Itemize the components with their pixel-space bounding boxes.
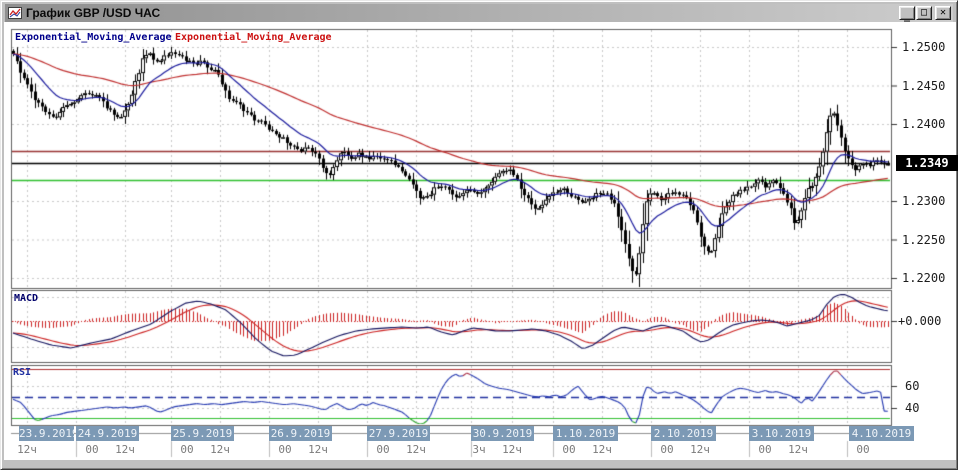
time-label: 00 [85, 443, 99, 456]
close-button[interactable]: ✕ [935, 6, 951, 20]
time-label: 12ч [115, 443, 135, 456]
rsi-legend: RSI [13, 367, 32, 378]
time-label: 12ч [788, 443, 808, 456]
time-label: 00 [562, 443, 576, 456]
time-label: 12ч [502, 443, 522, 456]
time-label: 3ч [472, 443, 486, 456]
time-label: 00 [660, 443, 674, 456]
minimize-button[interactable]: _ [899, 6, 915, 22]
time-label: 12ч [17, 443, 37, 456]
date-label: 27.9.2019 [367, 426, 430, 441]
date-label: 30.9.2019 [471, 426, 534, 441]
date-label: 25.9.2019 [171, 426, 234, 441]
time-label: 00 [376, 443, 390, 456]
time-label: 12ч [592, 443, 612, 456]
price-tick-label: 1.2500 [902, 40, 946, 54]
macd-legend: MACD [14, 293, 39, 304]
window-title: График GBP /USD ЧАС [26, 6, 161, 20]
date-label: 2.10.2019 [651, 426, 716, 441]
time-label: 00 [856, 443, 870, 456]
titlebar[interactable]: График GBP /USD ЧАС _ □ ✕ [5, 4, 953, 22]
time-label: 00 [180, 443, 194, 456]
price-tick-label: 1.2400 [902, 117, 946, 131]
window-controls: _ □ ✕ [898, 6, 951, 22]
macd-tick-label: +0.000 [898, 314, 942, 328]
price-tick-label: 1.2200 [902, 271, 946, 285]
app-icon [8, 7, 22, 19]
date-label: 23.9.2019 [19, 426, 74, 441]
ema-fast-legend: Exponential_Moving_Average [15, 32, 172, 43]
date-label: 3.10.2019 [749, 426, 814, 441]
time-label: 12ч [308, 443, 328, 456]
date-label: 4.10.2019 [849, 426, 914, 441]
date-label: 24.9.2019 [76, 426, 139, 441]
time-label: 12ч [690, 443, 710, 456]
ema-slow-legend: Exponential_Moving_Average [175, 32, 332, 43]
date-label: 26.9.2019 [269, 426, 332, 441]
rsi-tick-label: 40 [905, 401, 920, 415]
time-label: 00 [278, 443, 292, 456]
date-label: 1.10.2019 [553, 426, 618, 441]
price-tick-label: 1.2300 [902, 194, 946, 208]
time-label: 12ч [406, 443, 426, 456]
price-tick-label: 1.2250 [902, 232, 946, 247]
price-tick-label: 1.2450 [902, 78, 946, 93]
time-label: 00 [758, 443, 772, 456]
rsi-tick-label: 60 [905, 379, 920, 393]
maximize-button[interactable]: □ [916, 6, 932, 20]
time-label: 12ч [210, 443, 230, 456]
chart-canvas[interactable] [4, 22, 956, 460]
current-price-badge: 1.2349 [896, 155, 958, 171]
